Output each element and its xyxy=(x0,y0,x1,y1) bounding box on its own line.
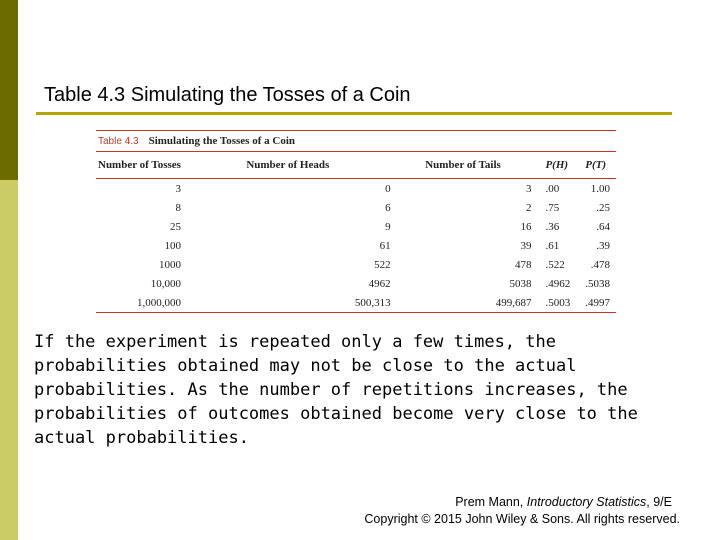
cell-p-tails: .4997 xyxy=(583,293,616,313)
header-tosses: Number of Tosses xyxy=(96,152,183,179)
header-p-heads: P(H) xyxy=(533,152,584,179)
cell-p-heads: .75 xyxy=(545,201,560,214)
cell-heads: 6 xyxy=(385,201,391,214)
cell-tosses: 1000 xyxy=(158,258,181,271)
cell-tosses: 10,000 xyxy=(150,277,181,290)
table-row: 25 9 16 .36 .64 xyxy=(96,217,616,236)
cell-tails: 39 xyxy=(520,239,532,252)
header-p-tails: P(T) xyxy=(583,152,616,179)
cell-tails: 2 xyxy=(525,201,532,214)
credit-author: Prem Mann, xyxy=(455,495,524,509)
credit-edition: , 9/E xyxy=(646,495,672,509)
cell-tails: 478 xyxy=(514,258,532,271)
table-header-row: Number of Tosses Number of Heads Number … xyxy=(96,152,616,179)
cell-p-tails: 1.00 xyxy=(590,182,610,195)
header-heads: Number of Heads xyxy=(182,152,393,179)
cell-heads: 61 xyxy=(379,239,391,252)
slide-body-text: If the experiment is repeated only a few… xyxy=(34,332,638,448)
cell-tosses: 3 xyxy=(175,182,181,195)
table-row: 10,000 4962 5038 .4962 .5038 xyxy=(96,274,616,293)
cell-tosses: 25 xyxy=(169,220,181,233)
slide-credit: Prem Mann, Introductory Statistics, 9/E … xyxy=(364,494,680,528)
table-caption-title: Simulating the Tosses of a Coin xyxy=(148,135,295,147)
cell-tails: 3 xyxy=(525,182,532,195)
cell-p-tails: .64 xyxy=(596,220,610,233)
cell-tosses: 1,000,000 xyxy=(96,293,183,313)
title-underline xyxy=(36,112,672,115)
cell-p-heads: .4962 xyxy=(545,277,571,290)
header-tails: Number of Tails xyxy=(392,152,534,179)
cell-p-tails: .5038 xyxy=(585,277,610,290)
cell-tosses: 8 xyxy=(175,201,181,214)
sidebar-accent-top xyxy=(0,0,18,180)
table-row: 3 0 3 .00 1.00 xyxy=(96,179,616,199)
cell-heads: 9 xyxy=(385,220,391,233)
cell-p-heads: .5003 xyxy=(533,293,584,313)
table-label: Table 4.3 xyxy=(98,135,139,147)
slide-title: Table 4.3 Simulating the Tosses of a Coi… xyxy=(44,84,411,106)
cell-heads: 522 xyxy=(374,258,391,271)
table-row: 8 6 2 .75 .25 xyxy=(96,198,616,217)
cell-heads: 500,313 xyxy=(182,293,393,313)
cell-tails: 16 xyxy=(520,220,532,233)
cell-heads: 0 xyxy=(385,182,391,195)
table-row: 1000 522 478 .522 .478 xyxy=(96,255,616,274)
cell-p-heads: .36 xyxy=(545,220,560,233)
cell-p-heads: .61 xyxy=(545,239,560,252)
cell-p-tails: .39 xyxy=(596,239,610,252)
cell-tosses: 100 xyxy=(164,239,181,252)
cell-heads: 4962 xyxy=(368,277,391,290)
coin-toss-table: Number of Tosses Number of Heads Number … xyxy=(96,152,616,313)
cell-p-heads: .522 xyxy=(545,258,565,271)
table-row: 1,000,000 500,313 499,687 .5003 .4997 xyxy=(96,293,616,313)
table-row: 100 61 39 .61 .39 xyxy=(96,236,616,255)
credit-book: Introductory Statistics xyxy=(526,495,647,509)
table-figure: Table 4.3 Simulating the Tosses of a Coi… xyxy=(96,130,616,313)
sidebar-accent-bottom xyxy=(0,180,18,540)
credit-citation: Prem Mann, Introductory Statistics, 9/E xyxy=(364,494,680,511)
cell-tails: 5038 xyxy=(509,277,532,290)
cell-p-heads: .00 xyxy=(545,182,560,195)
cell-p-tails: .25 xyxy=(596,201,610,214)
table-caption: Table 4.3 Simulating the Tosses of a Coi… xyxy=(96,130,616,152)
credit-copyright: Copyright © 2015 John Wiley & Sons. All … xyxy=(364,512,680,526)
cell-tails: 499,687 xyxy=(392,293,534,313)
cell-p-tails: .478 xyxy=(590,258,610,271)
